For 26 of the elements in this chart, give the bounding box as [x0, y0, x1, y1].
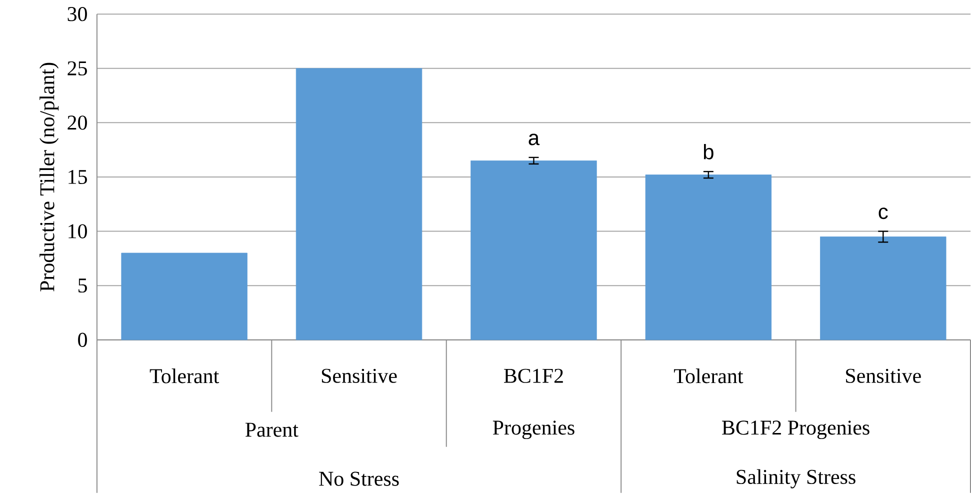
- x-tick-label: Tolerant: [674, 368, 744, 384]
- x-tick-label: Tolerant: [150, 368, 220, 384]
- data-label: c: [878, 207, 888, 219]
- y-tick-label: 15: [68, 170, 87, 184]
- data-label: b: [704, 144, 714, 160]
- y-tick-label: 0: [78, 332, 87, 347]
- text: BC1F2 Progenies: [722, 420, 870, 439]
- text: Salinity Stress: [736, 469, 856, 488]
- text: Progenies: [492, 420, 574, 439]
- y-tick-label: 5: [78, 278, 87, 292]
- bar: [296, 68, 422, 340]
- y-tick-label: 25: [68, 61, 87, 76]
- y-tick-label: 20: [68, 115, 87, 130]
- bar: [820, 236, 946, 340]
- text: No Stress: [319, 472, 399, 486]
- bar: [645, 174, 772, 340]
- y-tick-label: 10: [68, 224, 87, 238]
- x-tick-label: Sensitive: [322, 368, 397, 383]
- y-tick-label: 30: [68, 6, 87, 21]
- x-tick-label: BC1F2: [504, 368, 563, 383]
- y-axis-title: Productive Tiller (no/plant): [40, 62, 59, 292]
- text: Parent: [245, 422, 298, 437]
- bar: [470, 160, 597, 340]
- bar: [121, 252, 248, 340]
- data-label: a: [528, 134, 540, 146]
- x-tick-label: Sensitive: [846, 368, 921, 383]
